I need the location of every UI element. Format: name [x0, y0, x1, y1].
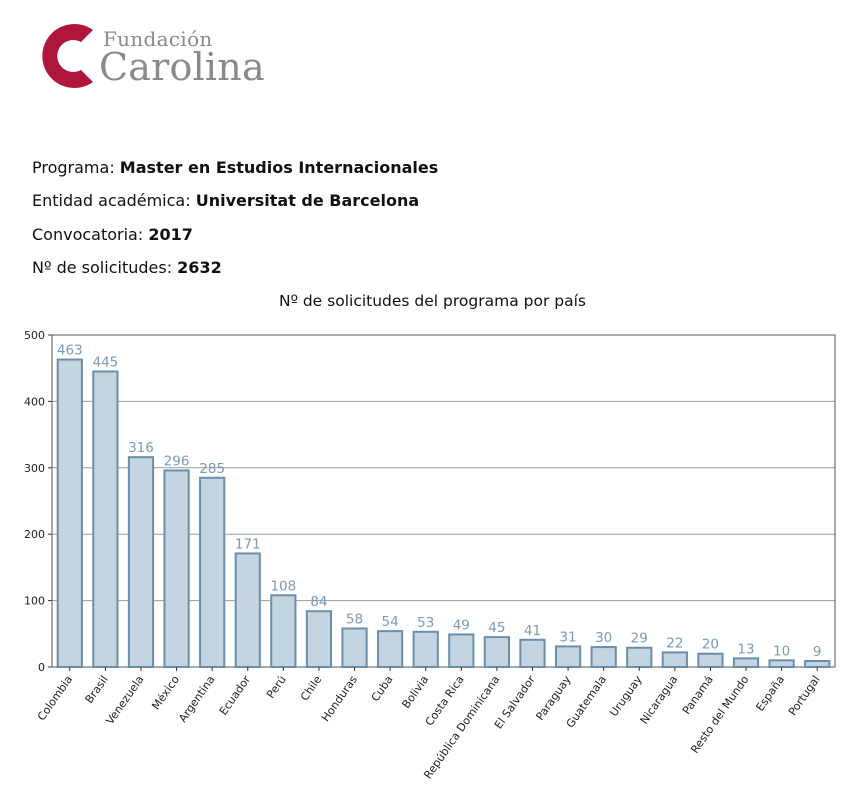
x-tick-label: Portugal	[786, 673, 823, 718]
bar	[483, 636, 510, 668]
x-tick-label: Panamá	[680, 673, 716, 717]
x-tick-label: Brasil	[83, 673, 111, 706]
x-tick-label: Chile	[298, 673, 325, 703]
bar	[661, 651, 688, 669]
data-label: 22	[666, 635, 683, 651]
bar	[412, 630, 439, 668]
programa-value: Master en Estudios Internacionales	[119, 158, 439, 177]
logo-name-main: Carolina	[99, 45, 265, 89]
bar	[626, 646, 653, 669]
data-label: 41	[524, 623, 541, 639]
bar	[448, 633, 475, 668]
data-label: 84	[310, 594, 327, 610]
data-label: 53	[417, 615, 434, 631]
y-tick-label: 300	[24, 462, 45, 475]
bar	[92, 370, 119, 668]
y-tick-label: 100	[24, 595, 45, 608]
bar	[270, 594, 297, 669]
info-solicitudes: Nº de solicitudes: 2632	[32, 258, 222, 277]
bar	[554, 645, 582, 669]
data-label: 49	[453, 617, 470, 633]
entidad-value: Universitat de Barcelona	[195, 191, 420, 210]
chart-title: Nº de solicitudes del programa por país	[279, 292, 586, 310]
bar	[199, 476, 226, 669]
data-label: 29	[631, 631, 648, 647]
data-label: 171	[235, 536, 261, 552]
x-tick-label: Colombia	[35, 673, 75, 723]
data-label: 10	[773, 643, 790, 659]
x-tick-label: Uruguay	[607, 673, 645, 719]
data-label: 285	[199, 461, 225, 477]
data-label: 13	[737, 641, 754, 657]
bar	[305, 610, 333, 668]
bar	[519, 638, 546, 669]
data-label: 58	[346, 611, 363, 627]
data-label: 30	[595, 630, 612, 646]
bar	[56, 358, 83, 668]
logo-c-icon	[42, 24, 93, 88]
convocatoria-value: 2017	[148, 225, 193, 244]
fundacion-carolina-logo	[24, 18, 284, 94]
y-tick-label: 500	[24, 329, 45, 342]
x-tick-label: España	[753, 673, 787, 713]
data-label: 20	[702, 637, 719, 653]
bar	[341, 627, 368, 668]
x-tick-label: Paraguay	[533, 673, 573, 723]
data-label: 296	[164, 453, 190, 469]
y-tick-label: 0	[38, 661, 45, 674]
bar	[234, 552, 261, 668]
x-tick-label: Bolivia	[399, 673, 431, 711]
bar	[127, 456, 155, 668]
data-label: 463	[57, 343, 83, 359]
x-tick-label: Perú	[264, 673, 289, 701]
entidad-label: Entidad académica:	[32, 191, 191, 210]
data-label: 316	[128, 440, 154, 456]
bar	[768, 659, 795, 668]
bar	[697, 652, 724, 668]
x-tick-label: Cuba	[369, 673, 396, 704]
data-label: 45	[488, 620, 505, 636]
data-label: 31	[559, 629, 576, 645]
logo-name-top: Fundación	[103, 27, 213, 51]
data-label: 9	[813, 644, 822, 660]
plot-frame	[51, 334, 836, 668]
data-label: 108	[270, 578, 296, 594]
convocatoria-label: Convocatoria:	[32, 225, 144, 244]
data-label: 54	[382, 614, 399, 630]
solicitudes-value: 2632	[177, 258, 222, 277]
bar	[804, 660, 831, 668]
bar	[732, 657, 760, 668]
x-tick-label: México	[149, 673, 182, 712]
solicitudes-label: Nº de solicitudes:	[32, 258, 173, 277]
y-tick-label: 200	[24, 528, 45, 541]
info-programa: Programa: Master en Estudios Internacion…	[32, 158, 438, 177]
y-tick-label: 400	[24, 395, 45, 408]
bar	[377, 630, 404, 668]
bar	[163, 469, 190, 668]
info-entidad: Entidad académica: Universitat de Barcel…	[32, 191, 419, 210]
programa-label: Programa:	[32, 158, 115, 177]
x-tick-label: Argentina	[176, 673, 217, 724]
data-label: 445	[92, 355, 118, 371]
x-tick-label: Ecuador	[217, 673, 254, 718]
bar	[590, 646, 617, 669]
info-convocatoria: Convocatoria: 2017	[32, 225, 193, 244]
x-tick-label: Honduras	[319, 673, 360, 724]
